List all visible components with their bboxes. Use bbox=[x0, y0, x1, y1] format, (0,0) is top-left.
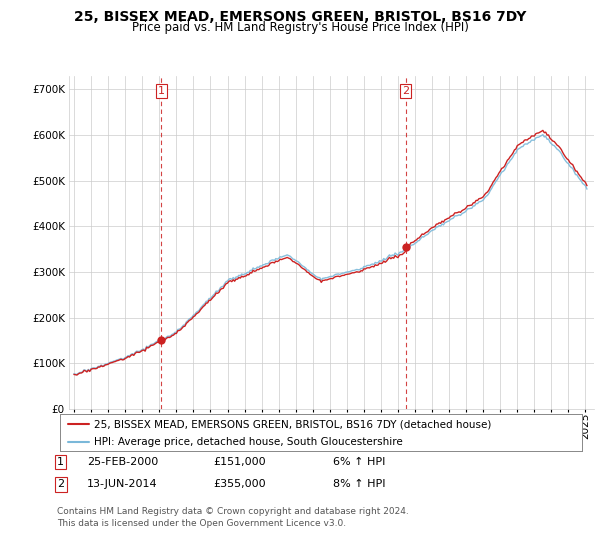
Text: 13-JUN-2014: 13-JUN-2014 bbox=[87, 479, 158, 489]
Text: HPI: Average price, detached house, South Gloucestershire: HPI: Average price, detached house, Sout… bbox=[94, 437, 403, 447]
Text: £151,000: £151,000 bbox=[213, 457, 266, 467]
Text: £355,000: £355,000 bbox=[213, 479, 266, 489]
Text: Price paid vs. HM Land Registry's House Price Index (HPI): Price paid vs. HM Land Registry's House … bbox=[131, 21, 469, 34]
Text: 1: 1 bbox=[158, 86, 165, 96]
Text: 1: 1 bbox=[57, 457, 64, 467]
Text: 6% ↑ HPI: 6% ↑ HPI bbox=[333, 457, 385, 467]
Text: 8% ↑ HPI: 8% ↑ HPI bbox=[333, 479, 386, 489]
Text: 25-FEB-2000: 25-FEB-2000 bbox=[87, 457, 158, 467]
Text: 2: 2 bbox=[402, 86, 409, 96]
Text: Contains HM Land Registry data © Crown copyright and database right 2024.
This d: Contains HM Land Registry data © Crown c… bbox=[57, 507, 409, 528]
Text: 25, BISSEX MEAD, EMERSONS GREEN, BRISTOL, BS16 7DY (detached house): 25, BISSEX MEAD, EMERSONS GREEN, BRISTOL… bbox=[94, 419, 491, 429]
Text: 25, BISSEX MEAD, EMERSONS GREEN, BRISTOL, BS16 7DY: 25, BISSEX MEAD, EMERSONS GREEN, BRISTOL… bbox=[74, 10, 526, 24]
Text: 2: 2 bbox=[57, 479, 64, 489]
